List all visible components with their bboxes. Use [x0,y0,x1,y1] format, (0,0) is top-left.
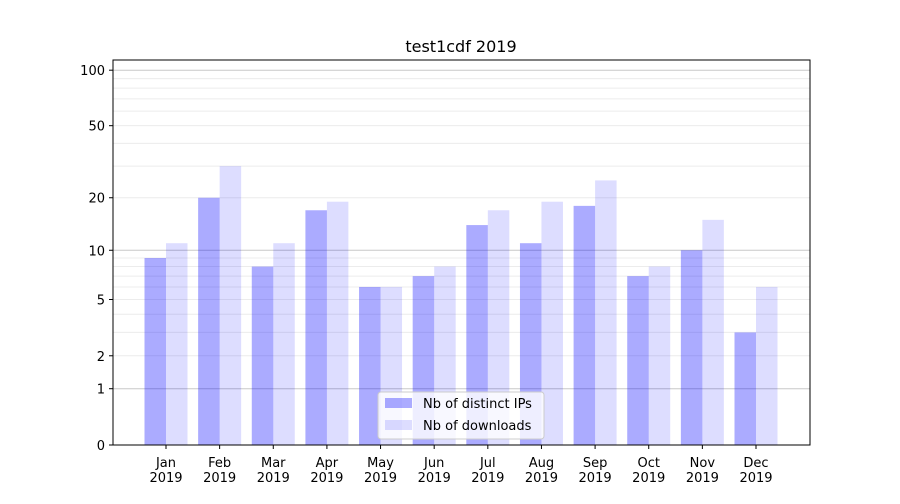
legend: Nb of distinct IPs Nb of downloads [377,391,545,440]
bar-downloads [273,243,295,445]
x-tick-label-month: Aug [529,456,554,471]
x-tick-label-month: Jan [155,456,176,471]
bar-downloads [648,266,671,445]
y-tick-label: 100 [80,64,105,79]
x-tick-label-year: 2019 [310,471,343,486]
x-tick-label-year: 2019 [203,471,236,486]
x-tick-label-month: Jun [423,456,444,471]
x-tick-label-month: Nov [690,456,716,471]
y-tick-label: 20 [88,192,105,207]
bar-downloads [541,201,563,445]
bar-distinct-ips [198,197,220,445]
y-tick-label: 1 [97,383,105,398]
bar-downloads [219,166,242,445]
x-tick-label-month: Sep [583,456,608,471]
x-tick-label-year: 2019 [686,471,719,486]
bar-downloads [166,243,188,445]
y-tick-label: 2 [97,350,105,365]
bar-downloads [756,286,778,445]
legend-box [377,391,545,440]
bar-distinct-ips [573,205,596,445]
x-tick-label-month: Oct [637,456,659,471]
x-tick-label-month: May [367,456,394,471]
x-tick-label-month: Mar [261,456,286,471]
y-tick-label: 50 [88,120,105,135]
x-tick-label-year: 2019 [632,471,665,486]
legend-swatch-downloads [385,420,412,430]
x-tick-label-year: 2019 [149,471,182,486]
x-tick-label-year: 2019 [739,471,772,486]
legend-label-ips: Nb of distinct IPs [423,397,532,412]
y-axis: 0 1 2 5 10 20 50 100 [80,64,113,454]
bar-downloads [326,201,349,445]
plot-frame [112,59,811,446]
y-tick-label: 0 [97,439,105,454]
x-tick-label-month: Dec [743,456,768,471]
bar-distinct-ips [734,332,756,445]
bar-distinct-ips [251,266,274,445]
bar-downloads [487,210,510,445]
x-tick-label-year: 2019 [257,471,290,486]
legend-swatch-ips [385,398,412,408]
bar-downloads [595,180,617,446]
x-axis: Jan2019Feb2019Mar2019Apr2019May2019Jun20… [149,445,773,486]
grid [113,69,810,390]
bar-downloads [702,219,724,445]
y-tick-label: 10 [88,244,105,259]
x-tick-label-year: 2019 [364,471,397,486]
x-tick-label-year: 2019 [525,471,558,486]
x-tick-label-year: 2019 [471,471,504,486]
x-tick-label-month: Jul [479,456,496,471]
bar-distinct-ips [627,276,649,445]
x-tick-label-year: 2019 [418,471,451,486]
bar-distinct-ips [144,258,166,445]
chart-title: test1cdf 2019 [405,37,516,56]
bar-distinct-ips [305,210,327,445]
y-tick-label: 5 [97,293,105,308]
bar-distinct-ips [359,286,381,445]
legend-label-downloads: Nb of downloads [423,419,532,434]
bar-distinct-ips [466,225,488,445]
x-tick-label-month: Feb [208,456,231,471]
bar-distinct-ips [680,250,703,445]
x-tick-label-year: 2019 [579,471,612,486]
x-tick-label-month: Apr [316,456,339,471]
